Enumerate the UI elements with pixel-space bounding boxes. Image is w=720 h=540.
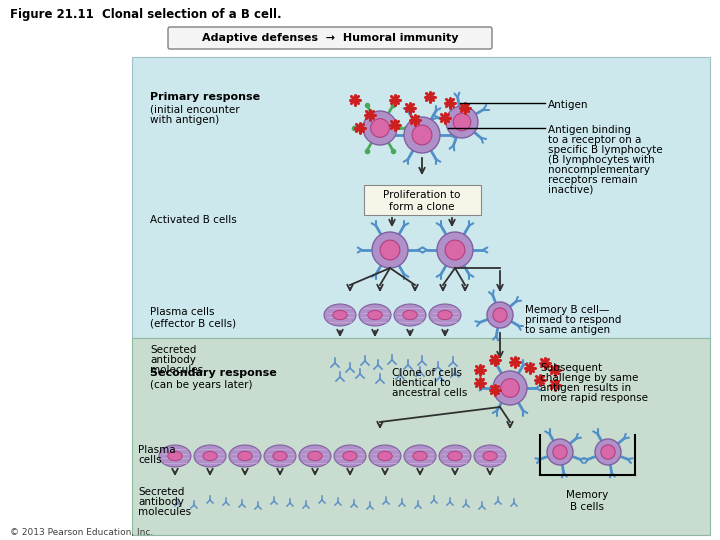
Circle shape [437,232,473,268]
FancyBboxPatch shape [364,185,481,215]
Text: noncomplementary: noncomplementary [548,165,650,175]
Ellipse shape [413,451,427,461]
Ellipse shape [343,451,357,461]
Text: Antigen binding: Antigen binding [548,125,631,135]
Ellipse shape [333,310,347,320]
Text: specific B lymphocyte: specific B lymphocyte [548,145,662,155]
Text: identical to: identical to [392,378,451,388]
Circle shape [595,439,621,465]
Text: Plasma cells: Plasma cells [150,307,215,317]
Ellipse shape [203,451,217,461]
Text: Antigen: Antigen [548,100,588,110]
Ellipse shape [394,304,426,326]
Circle shape [453,113,471,131]
Text: molecules: molecules [150,365,203,375]
Text: (initial encounter: (initial encounter [150,104,240,114]
Circle shape [445,240,465,260]
Text: Figure 21.11  Clonal selection of a B cell.: Figure 21.11 Clonal selection of a B cel… [10,8,282,21]
Circle shape [500,379,519,397]
Ellipse shape [448,451,462,461]
Circle shape [553,445,567,459]
Ellipse shape [168,451,182,461]
Circle shape [371,119,390,137]
Text: antibody: antibody [150,355,196,365]
Text: to a receptor on a: to a receptor on a [548,135,642,145]
Text: Activated B cells: Activated B cells [150,215,237,225]
Circle shape [412,125,432,145]
Bar [132,57,710,338]
Circle shape [363,111,397,145]
Text: Adaptive defenses  →  Humoral immunity: Adaptive defenses → Humoral immunity [202,33,458,43]
Ellipse shape [273,451,287,461]
Circle shape [404,117,440,153]
Text: (effector B cells): (effector B cells) [150,318,236,328]
Text: Memory B cell—: Memory B cell— [525,305,609,315]
Ellipse shape [368,310,382,320]
Ellipse shape [439,445,471,467]
Ellipse shape [229,445,261,467]
Text: Primary response: Primary response [150,92,260,102]
Circle shape [601,445,615,459]
Ellipse shape [324,304,356,326]
Text: (can be years later): (can be years later) [150,380,253,390]
Ellipse shape [194,445,226,467]
Circle shape [493,371,527,405]
Text: (B lymphocytes with: (B lymphocytes with [548,155,654,165]
Text: Clone of cells: Clone of cells [392,368,462,378]
Ellipse shape [334,445,366,467]
Ellipse shape [378,451,392,461]
Text: Secreted: Secreted [150,345,197,355]
Text: with antigen): with antigen) [150,115,220,125]
Text: Plasma: Plasma [138,445,176,455]
Text: Subsequent: Subsequent [540,363,602,373]
Circle shape [487,302,513,328]
Circle shape [547,439,573,465]
Ellipse shape [438,310,452,320]
Text: Proliferation to
form a clone: Proliferation to form a clone [383,190,461,212]
FancyBboxPatch shape [168,27,492,49]
Ellipse shape [483,451,498,461]
Text: challenge by same: challenge by same [540,373,639,383]
Ellipse shape [369,445,401,467]
Ellipse shape [404,445,436,467]
Text: to same antigen: to same antigen [525,325,610,335]
Ellipse shape [402,310,417,320]
Ellipse shape [474,445,506,467]
Circle shape [380,240,400,260]
Ellipse shape [308,451,323,461]
Text: molecules: molecules [138,507,191,517]
Circle shape [493,308,507,322]
Text: Secondary response: Secondary response [150,368,276,378]
Text: ancestral cells: ancestral cells [392,388,467,398]
Text: Secreted: Secreted [138,487,184,497]
Text: antibody: antibody [138,497,184,507]
Ellipse shape [299,445,331,467]
Text: Memory
B cells: Memory B cells [566,490,608,511]
Ellipse shape [159,445,191,467]
Text: © 2013 Pearson Education, Inc.: © 2013 Pearson Education, Inc. [10,529,153,537]
Ellipse shape [238,451,252,461]
Ellipse shape [264,445,296,467]
Ellipse shape [429,304,461,326]
Text: cells: cells [138,455,161,465]
Text: inactive): inactive) [548,185,593,195]
Bar [132,338,710,535]
Text: antigen results in: antigen results in [540,383,631,393]
Circle shape [372,232,408,268]
Ellipse shape [359,304,391,326]
Text: receptors remain: receptors remain [548,175,637,185]
Text: more rapid response: more rapid response [540,393,648,403]
Circle shape [446,106,478,138]
Text: primed to respond: primed to respond [525,315,621,325]
